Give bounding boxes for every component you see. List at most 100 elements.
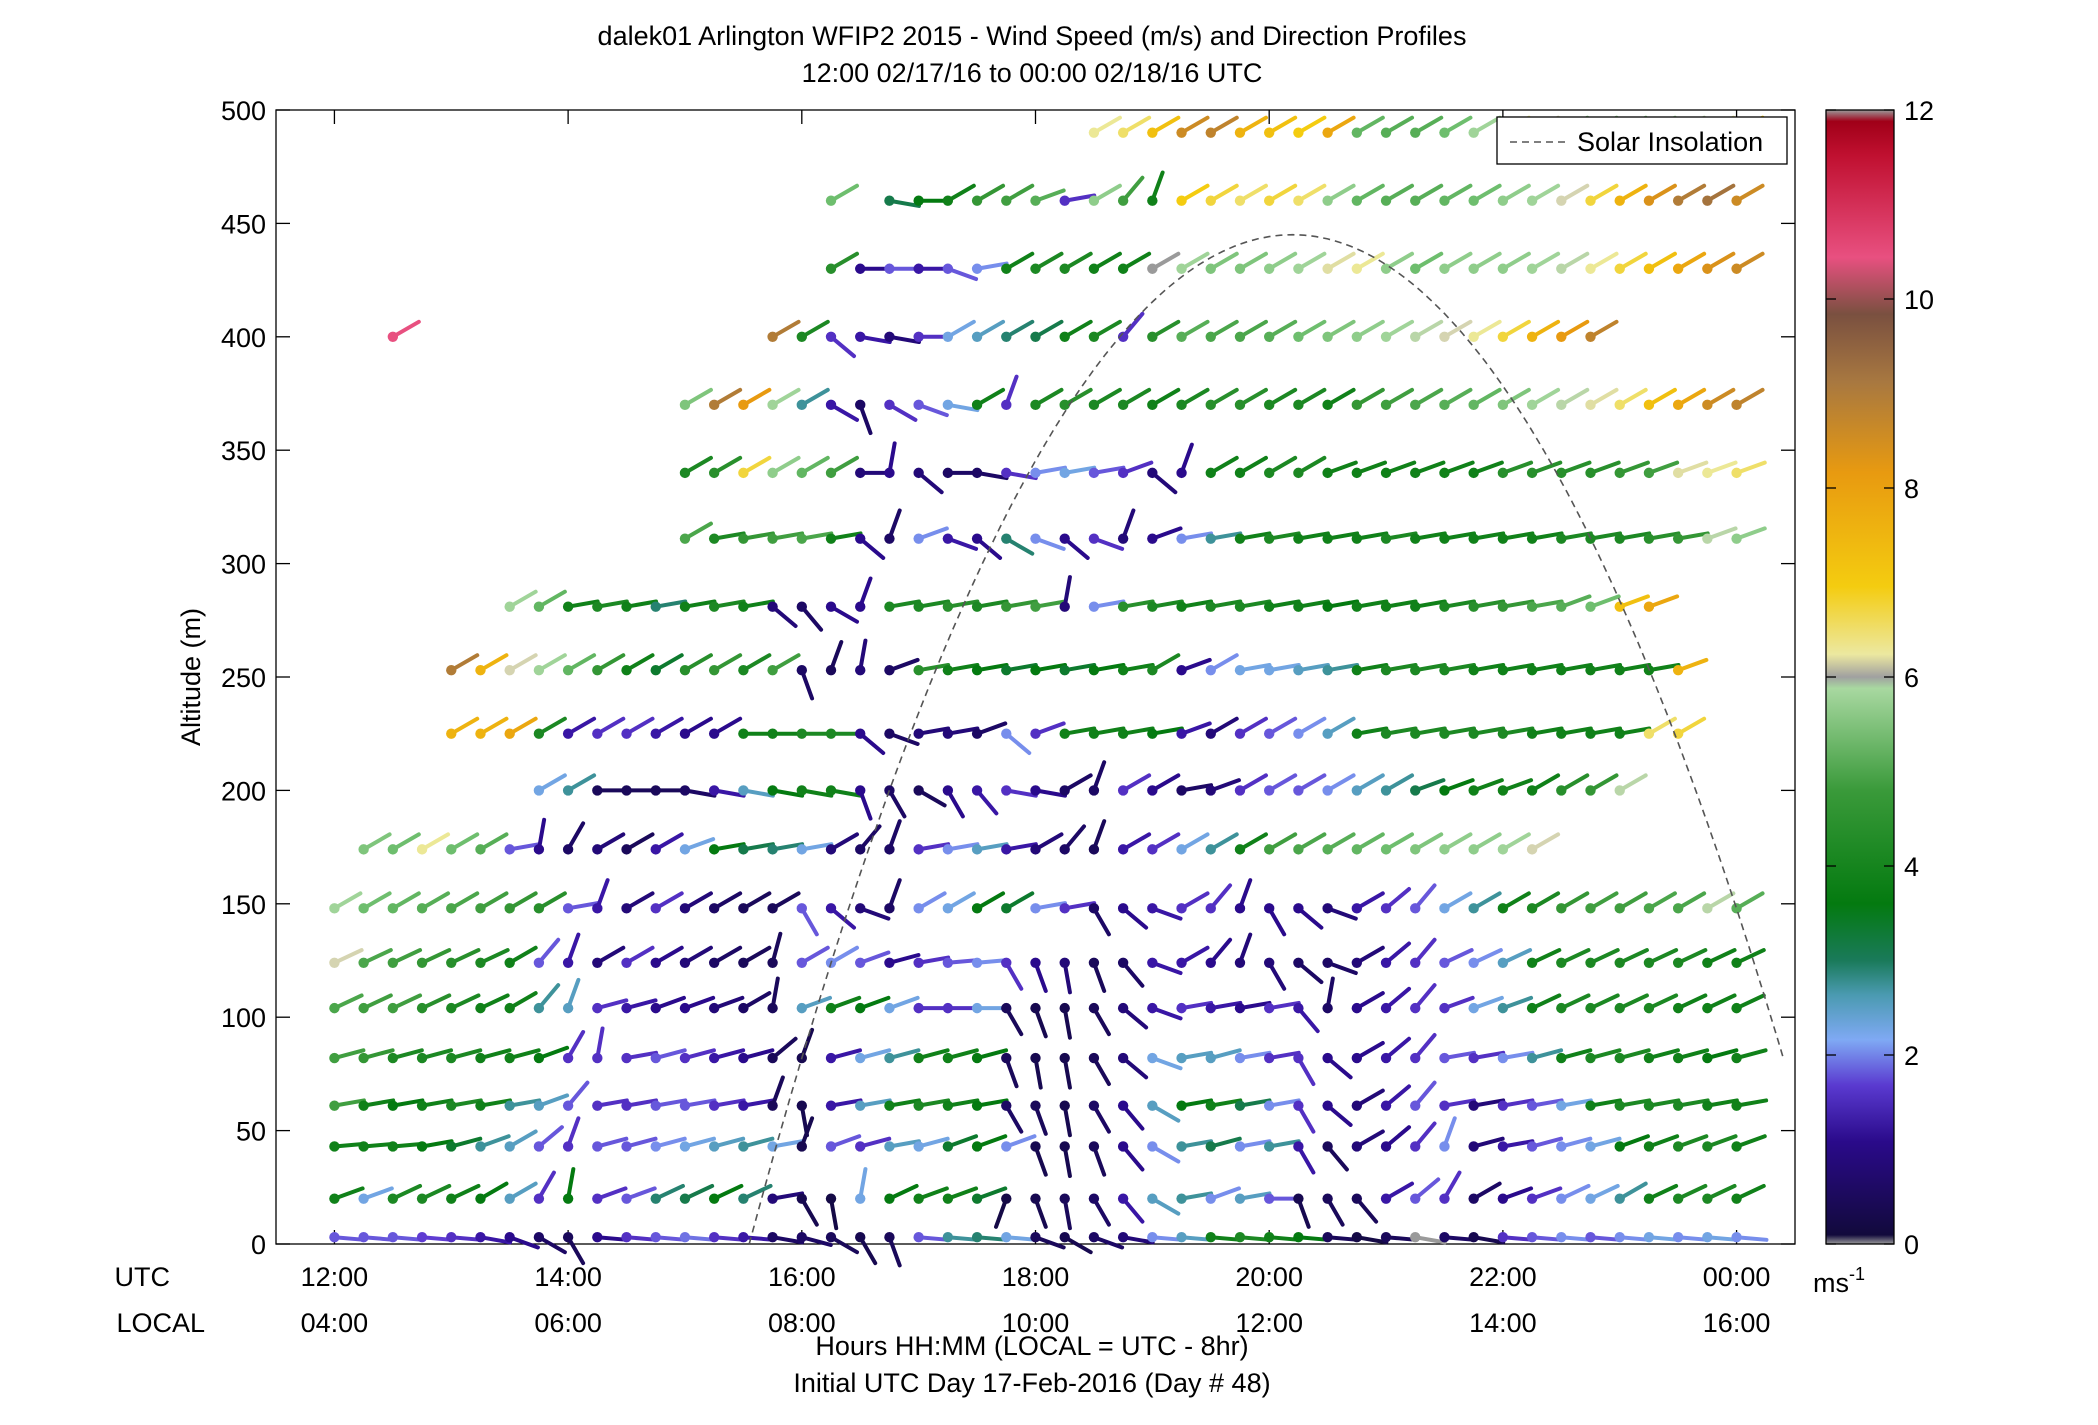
wind-barb: [1263, 1050, 1301, 1064]
wind-barb: [1293, 662, 1330, 676]
wind-barb-dot: [855, 533, 866, 544]
wind-barb: [679, 387, 713, 411]
wind-barb: [562, 1231, 586, 1266]
wind-barb: [1088, 903, 1111, 937]
wind-barb: [446, 653, 480, 676]
wind-barb-dot: [1351, 399, 1363, 411]
wind-barb: [738, 891, 772, 914]
wind-barb-dot: [1176, 127, 1187, 138]
wind-barb: [1030, 1052, 1043, 1090]
wind-barb: [796, 1193, 819, 1227]
wind-barb-dot: [1468, 601, 1479, 612]
wind-barb-dot: [1526, 1231, 1538, 1243]
wind-barb-dot: [1643, 1052, 1655, 1064]
wind-barb-dot: [884, 957, 895, 968]
wind-barb: [1205, 1136, 1242, 1152]
wind-barb-dot: [1176, 1052, 1187, 1064]
wind-barb-dot: [1497, 1141, 1509, 1152]
wind-barb-dot: [1614, 467, 1625, 479]
wind-barb-dot: [1526, 785, 1538, 796]
wind-barb: [1088, 957, 1107, 993]
wind-barb: [650, 653, 684, 676]
wind-barb: [1088, 1100, 1111, 1134]
wind-barb-dot: [738, 1100, 749, 1111]
wind-barb-dot: [358, 844, 369, 855]
wind-barb-dot: [1351, 844, 1363, 855]
wind-barb: [971, 533, 1003, 560]
wind-barb-dot: [533, 903, 545, 914]
wind-barb-dot: [1731, 1052, 1742, 1064]
wind-barb: [592, 716, 626, 739]
wind-barb-dot: [1088, 1231, 1100, 1243]
wind-barb: [708, 1183, 744, 1204]
wind-barb-dot: [825, 903, 837, 914]
wind-barb: [855, 785, 873, 821]
wind-barb: [913, 467, 944, 495]
wind-barb-dot: [1263, 1052, 1275, 1064]
wind-barb: [825, 640, 844, 676]
wind-barb: [1176, 783, 1214, 796]
wind-barb-dot: [1293, 601, 1304, 612]
wind-barb: [1234, 1098, 1272, 1111]
wind-barb: [1643, 993, 1679, 1014]
wind-barb-dot: [1147, 728, 1158, 739]
wind-barb-dot: [942, 1231, 954, 1243]
wind-barb: [825, 455, 859, 479]
wind-barb: [1322, 599, 1360, 612]
wind-barb-dot: [1088, 467, 1100, 479]
wind-barb: [1059, 387, 1093, 411]
wind-barb: [1468, 460, 1504, 479]
wind-barb-dot: [1088, 1193, 1100, 1204]
colorbar-tick-label: 10: [1904, 285, 1934, 315]
wind-barb-dot: [1205, 957, 1216, 968]
wind-barb-dot: [971, 1231, 983, 1243]
wind-barb: [1556, 891, 1590, 914]
wind-barb-dot: [1526, 1100, 1538, 1111]
wind-barb: [1351, 115, 1385, 138]
wind-barb-dot: [1614, 1002, 1625, 1014]
wind-barb: [1117, 1193, 1145, 1224]
wind-barb-dot: [942, 1002, 954, 1014]
wind-barb: [708, 716, 743, 739]
wind-barb-dot: [1176, 533, 1187, 544]
wind-barb-dot: [1263, 1193, 1275, 1204]
wind-barb: [1614, 773, 1648, 796]
wind-barb-dot: [1731, 1002, 1742, 1014]
wind-barb: [1439, 948, 1474, 968]
wind-barb: [1439, 891, 1473, 914]
wind-barb: [1351, 1041, 1385, 1064]
wind-barb-dot: [1030, 1141, 1041, 1152]
wind-barb-dot: [1497, 533, 1509, 544]
wind-barb: [1059, 1231, 1093, 1255]
wind-barb: [767, 1036, 798, 1064]
wind-barb: [1322, 387, 1356, 411]
wind-barb: [1643, 460, 1680, 479]
wind-barb: [1205, 251, 1239, 274]
wind-barb: [475, 1231, 513, 1245]
wind-barb-dot: [1088, 601, 1100, 612]
wind-barb-dot: [971, 467, 983, 479]
solar-insolation-curve: [748, 233, 1785, 1245]
wind-barb: [475, 832, 509, 855]
wind-barb: [446, 993, 481, 1014]
wind-barb-dot: [1322, 728, 1333, 739]
wind-barb-dot: [1526, 195, 1538, 206]
wind-barb: [708, 599, 746, 612]
wind-barb: [592, 1186, 628, 1204]
wind-barb-dot: [1351, 1193, 1363, 1204]
wind-barb: [796, 995, 832, 1014]
wind-barb-dot: [592, 957, 603, 968]
wind-barb-dot: [446, 1002, 457, 1014]
wind-barb-dot: [1380, 331, 1392, 342]
wind-barb-dot: [708, 1231, 720, 1243]
wind-barb-dot: [679, 1052, 691, 1064]
wind-barb: [1526, 948, 1562, 968]
y-tick-label: 150: [221, 890, 266, 920]
wind-barb: [1293, 903, 1324, 930]
wind-barb-dot: [796, 903, 808, 914]
wind-barb: [1322, 1100, 1353, 1127]
wind-barb-dot: [1497, 1231, 1509, 1243]
wind-barb-dot: [1234, 533, 1246, 544]
wind-barb-dot: [1322, 1052, 1333, 1064]
wind-barb: [971, 1048, 1009, 1064]
